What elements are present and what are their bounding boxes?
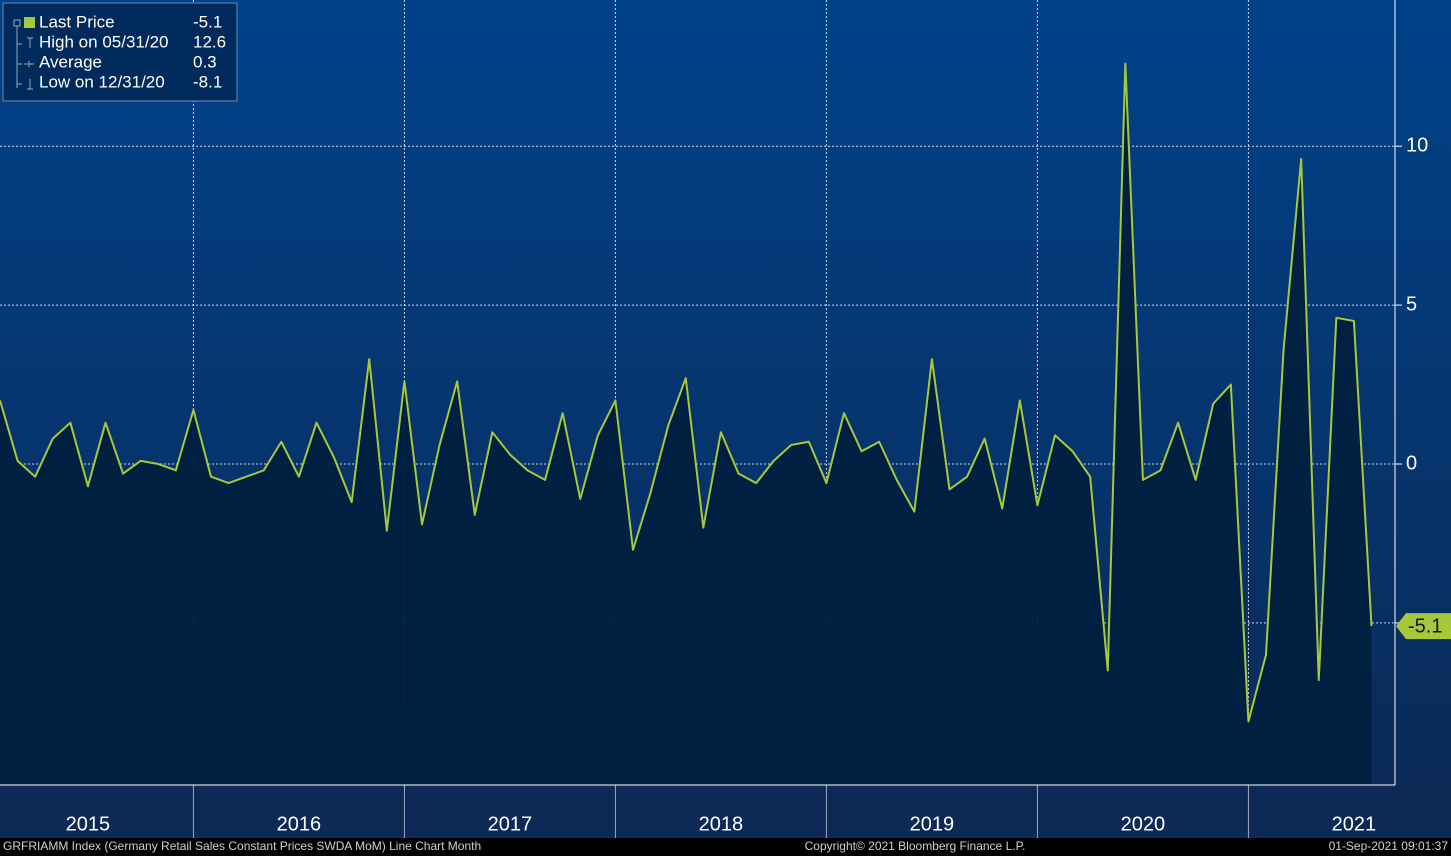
x-tick-label: 2016 (277, 813, 322, 835)
legend-box (2, 2, 238, 102)
legend-value: -5.1 (193, 12, 222, 31)
legend-label: Average (39, 52, 102, 71)
legend-label: Last Price (39, 12, 115, 31)
legend-average-icon (24, 61, 34, 67)
legend-swatch (24, 17, 35, 28)
x-tick-label: 2020 (1121, 813, 1166, 835)
footer-left: GRFRIAMM Index (Germany Retail Sales Con… (3, 839, 481, 853)
legend-value: 0.3 (193, 52, 217, 71)
area (0, 63, 1372, 786)
legend-high-icon (27, 37, 33, 48)
legend-value: 12.6 (193, 32, 226, 51)
y-tick-label: 10 (1406, 134, 1428, 156)
line (0, 62, 1373, 723)
footer-right: 01-Sep-2021 09:01:37 (1329, 839, 1449, 853)
footer-center: Copyright© 2021 Bloomberg Finance L.P. (805, 839, 1026, 853)
legend-value: -8.1 (193, 72, 222, 91)
legend-low-icon (27, 79, 33, 90)
x-axis-band (0, 785, 1451, 838)
legend-tree (13, 19, 22, 88)
last-value-label: -5.1 (1408, 615, 1442, 637)
x-tick-label: 2019 (910, 813, 955, 835)
x-tick-label: 2018 (699, 813, 744, 835)
footer-band (0, 838, 1451, 856)
last-value-tag (1396, 613, 1451, 640)
plot (0, 0, 1395, 786)
y-tick-label: 0 (1406, 452, 1417, 474)
x-tick-label: 2015 (66, 813, 111, 835)
legend: Last Price -5.1 High on 05/31/20 12.6 Averag… (2, 2, 238, 102)
x-tick-label: 2021 (1332, 813, 1377, 835)
legend-label: Low on 12/31/20 (39, 72, 165, 91)
y-tick-label: 5 (1406, 293, 1417, 315)
x-tick-label: 2017 (488, 813, 533, 835)
legend-label: High on 05/31/20 (39, 32, 169, 51)
